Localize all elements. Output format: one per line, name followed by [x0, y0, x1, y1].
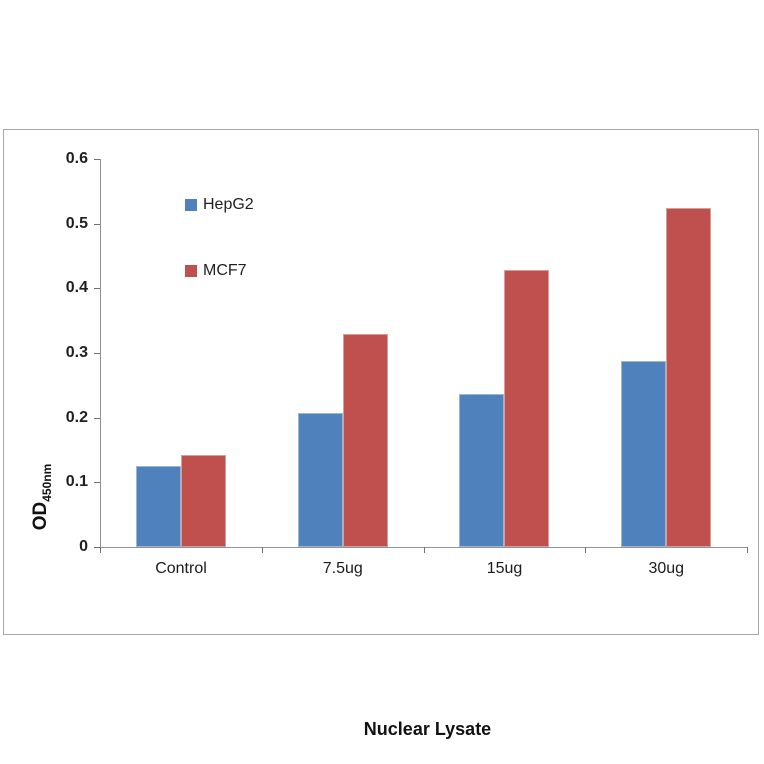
legend-swatch-icon	[185, 265, 197, 277]
y-tick-mark	[94, 159, 100, 160]
bar-hepg2-7.5ug	[297, 413, 343, 547]
y-axis-title-text: OD	[30, 501, 52, 531]
x-tick-mark	[423, 547, 425, 553]
legend-label: HepG2	[203, 196, 254, 213]
x-tick-mark	[747, 547, 748, 553]
y-tick-label: 0	[79, 538, 88, 555]
x-axis-title: Nuclear Lysate	[363, 719, 492, 739]
bar-mcf7-15ug	[504, 270, 550, 547]
y-tick-mark	[94, 482, 100, 484]
y-tick-label: 0.4	[65, 279, 88, 297]
y-tick-label: 0.1	[65, 473, 88, 491]
legend-item-hepg2: HepG2	[185, 197, 254, 213]
y-tick-label: 0.5	[65, 214, 88, 232]
bar-mcf7-7.5ug	[342, 333, 388, 547]
y-tick-label: 0.2	[65, 408, 88, 426]
y-tick-mark	[94, 417, 100, 419]
x-tick-mark	[261, 547, 263, 553]
legend-label: MCF7	[203, 262, 247, 279]
bar-hepg2-30ug	[621, 361, 667, 547]
x-tick-mark	[585, 547, 587, 553]
category-label: 7.5ug	[322, 560, 363, 577]
x-tick-mark	[100, 547, 101, 553]
y-tick-mark	[94, 353, 100, 354]
bar-hepg2-15ug	[459, 393, 505, 547]
bar-mcf7-30ug	[666, 207, 712, 547]
legend-item-mcf7: MCF7	[185, 263, 254, 279]
y-tick-mark	[94, 288, 100, 290]
category-label: 15ug	[486, 560, 523, 577]
legend-swatch-icon	[185, 199, 197, 211]
y-tick-label: 0.3	[65, 344, 88, 361]
category-label: Control	[155, 560, 207, 577]
legend: HepG2 MCF7	[185, 197, 254, 329]
category-label: 30ug	[648, 560, 685, 577]
bar-hepg2-control	[135, 466, 181, 547]
y-tick-mark	[94, 223, 100, 225]
y-tick-label: 0.6	[65, 150, 88, 167]
y-tick-mark	[94, 547, 100, 548]
bar-mcf7-control	[180, 455, 226, 547]
